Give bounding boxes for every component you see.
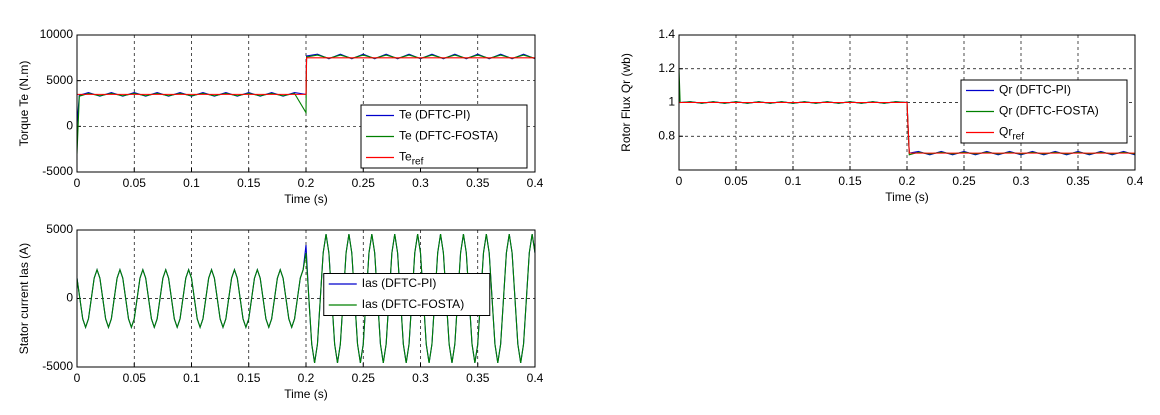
plot-frame [76,34,536,173]
axes: 0 0.05 0.1 0.15 0.2 0.25 0.3 0.35 0.4 0.8 1 1.2 1.4 T… [619,27,1143,204]
plot-frame [76,229,536,368]
legend-name: Te (DFTC-FOSTA) [399,129,498,143]
x-tick-label: 0.3 [412,176,429,190]
x-tick-label: 0.1 [183,371,200,385]
legend-label: Qr (DFTC-PI) [999,83,1071,97]
data-line [679,101,1135,154]
x-tick-label: 0.2 [899,174,916,188]
x-axis-label: Time (s) [284,192,328,206]
legend-subscript: ref [412,156,424,167]
x-tick-label: 0.15 [838,174,862,188]
y-tick-label: 5000 [46,73,73,87]
plot-frame [678,34,1136,171]
x-tick-label: 0.15 [237,176,261,190]
x-tick-label: 0.3 [412,371,429,385]
legend-subscript: ref [1012,131,1024,142]
legend-label: Qrref [999,125,1024,142]
y-tick-label: 10000 [40,27,74,41]
x-tick-label: 0.25 [352,371,376,385]
x-tick-label: 0.1 [183,176,200,190]
legend-name: Ias (DFTC-FOSTA) [362,297,464,311]
legend-box [323,273,491,316]
y-axis-label: Torque Te (N.m) [17,61,31,147]
x-tick-label: 0.35 [1066,174,1090,188]
x-tick-label: 0.05 [123,176,147,190]
y-tick-label: -5000 [42,359,73,373]
legend-label: Te (DFTC-FOSTA) [399,129,498,143]
axes: 0 0.05 0.1 0.15 0.2 0.25 0.3 0.35 0.4-5000050001… [17,27,543,206]
y-tick-label: 0 [66,119,73,133]
legend-name: Ias (DFTC-PI) [362,276,437,290]
legend: Qr (DFTC-PI) Qr (DFTC-FOSTA) Qrref [960,79,1128,144]
y-tick-label: 5000 [46,222,73,236]
y-axis-label: Stator current Ias (A) [17,243,31,354]
legend-label: Teref [399,150,424,167]
x-tick-label: 0.05 [724,174,748,188]
legend: Ias (DFTC-PI) Ias (DFTC-FOSTA) [323,273,491,316]
y-tick-label: 1 [668,95,675,109]
x-tick-label: 0.35 [466,371,490,385]
x-tick-label: 0.1 [785,174,802,188]
legend-name: Te [399,150,412,164]
x-tick-label: 0.05 [123,371,147,385]
y-tick-label: -5000 [42,164,73,178]
legend-name: Qr (DFTC-FOSTA) [999,104,1099,118]
y-axis-label: Rotor Flux Qr (wb) [619,53,633,152]
x-tick-label: 0.25 [952,174,976,188]
x-tick-label: 0.15 [237,371,261,385]
y-tick-label: 0.8 [658,128,675,142]
x-tick-label: 0.25 [352,176,376,190]
y-tick-label: 1.4 [658,27,675,41]
y-tick-label: 0 [66,291,73,305]
axes: 0 0.05 0.1 0.15 0.2 0.25 0.3 0.35 0.4-500005000T… [17,222,543,401]
data-line [77,57,535,95]
legend-label: Ias (DFTC-PI) [362,276,437,290]
x-tick-label: 0.4 [527,176,544,190]
y-tick-label: 1.2 [658,61,675,75]
x-tick-label: 0.2 [298,176,315,190]
legend-label: Ias (DFTC-FOSTA) [362,297,464,311]
x-axis-label: Time (s) [284,387,328,401]
legend-name: Qr [999,125,1012,139]
legend-label: Qr (DFTC-FOSTA) [999,104,1099,118]
x-axis-label: Time (s) [885,190,929,204]
x-tick-label: 0.35 [466,176,490,190]
data-line [77,54,535,154]
x-tick-label: 0.2 [298,371,315,385]
legend: Te (DFTC-PI) Te (DFTC-FOSTA) Teref [360,104,528,169]
legend-label: Te (DFTC-PI) [399,108,470,122]
legend-name: Te (DFTC-PI) [399,108,470,122]
x-tick-label: 0 [74,371,81,385]
x-tick-label: 0 [676,174,683,188]
x-tick-label: 0.3 [1013,174,1030,188]
legend-name: Qr (DFTC-PI) [999,83,1071,97]
x-tick-label: 0.4 [1127,174,1144,188]
x-tick-label: 0.4 [527,371,544,385]
x-tick-label: 0 [74,176,81,190]
